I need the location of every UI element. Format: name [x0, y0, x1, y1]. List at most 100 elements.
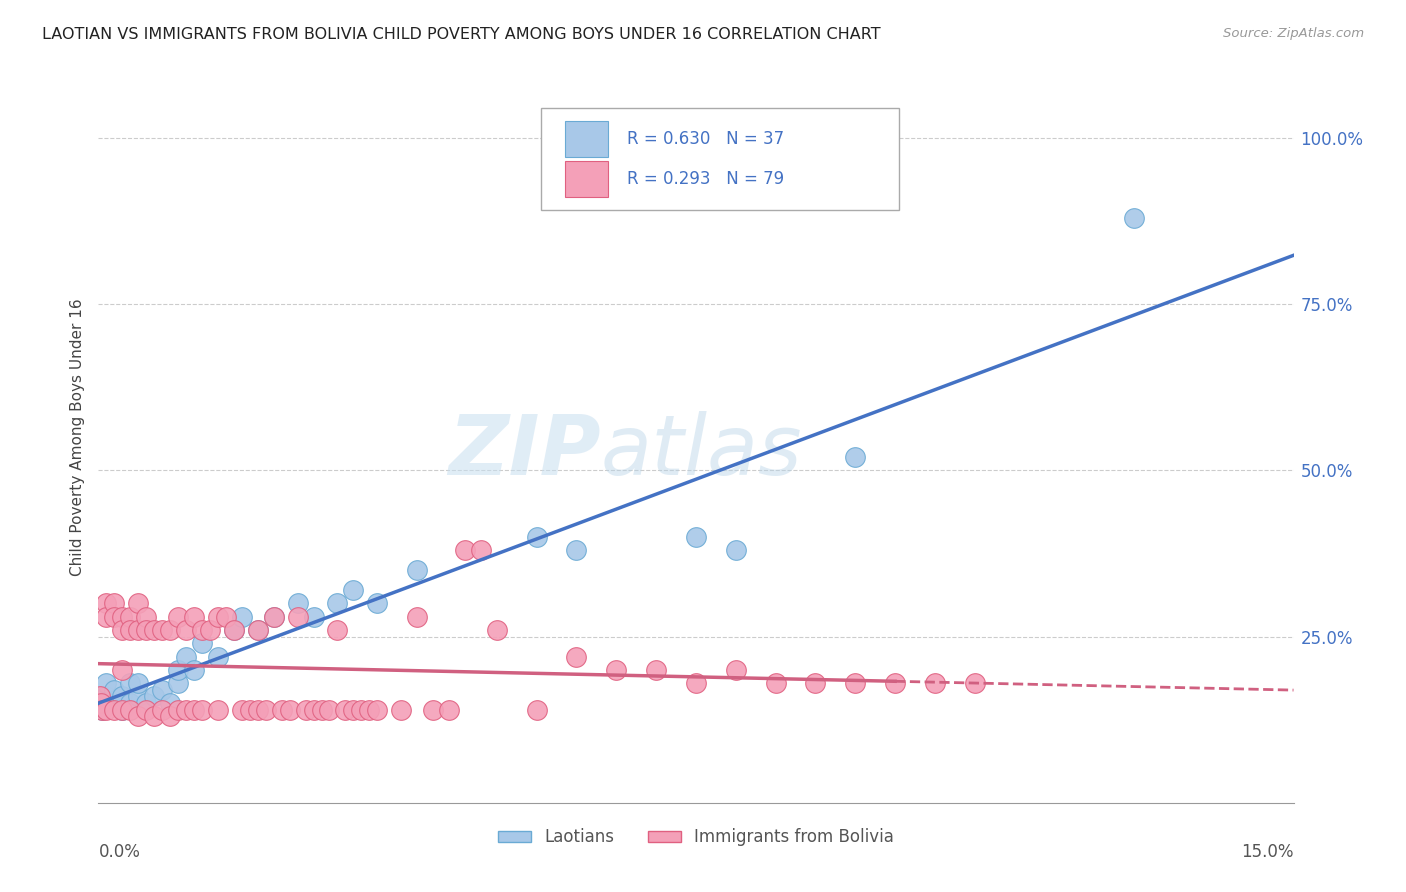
- Point: [111, 663, 134, 677]
- Point: [120, 696, 142, 710]
- Point: [103, 682, 125, 697]
- Point: [359, 703, 381, 717]
- Point: [526, 703, 548, 717]
- Point: [884, 676, 907, 690]
- Point: [645, 663, 668, 677]
- Point: [963, 676, 986, 690]
- Point: [287, 596, 309, 610]
- Text: R = 0.630   N = 37: R = 0.630 N = 37: [627, 130, 783, 148]
- Point: [207, 649, 229, 664]
- Point: [191, 623, 214, 637]
- Point: [159, 709, 181, 723]
- Point: [150, 703, 173, 717]
- Point: [470, 543, 492, 558]
- Point: [127, 690, 149, 704]
- Y-axis label: Child Poverty Among Boys Under 16: Child Poverty Among Boys Under 16: [69, 298, 84, 576]
- Point: [302, 703, 325, 717]
- Point: [90, 696, 112, 710]
- Point: [406, 609, 429, 624]
- Point: [565, 543, 588, 558]
- Point: [183, 609, 205, 624]
- Point: [127, 596, 149, 610]
- Point: [605, 663, 627, 677]
- Point: [167, 663, 190, 677]
- Point: [246, 703, 269, 717]
- Point: [174, 623, 197, 637]
- Legend: Laotians, Immigrants from Bolivia: Laotians, Immigrants from Bolivia: [491, 822, 901, 853]
- Point: [183, 663, 205, 677]
- Point: [167, 609, 190, 624]
- Point: [135, 609, 157, 624]
- Point: [120, 703, 142, 717]
- Point: [174, 703, 197, 717]
- Point: [485, 623, 508, 637]
- Point: [120, 609, 142, 624]
- Point: [143, 623, 166, 637]
- Point: [278, 703, 301, 717]
- Point: [270, 703, 292, 717]
- Point: [422, 703, 444, 717]
- Text: 15.0%: 15.0%: [1241, 843, 1294, 861]
- Point: [207, 703, 229, 717]
- Point: [91, 703, 114, 717]
- Point: [111, 703, 134, 717]
- Point: [215, 609, 238, 624]
- Point: [111, 703, 134, 717]
- Point: [127, 709, 149, 723]
- Point: [406, 563, 429, 577]
- Point: [150, 623, 173, 637]
- Point: [685, 530, 707, 544]
- Text: Source: ZipAtlas.com: Source: ZipAtlas.com: [1223, 27, 1364, 40]
- Point: [389, 703, 412, 717]
- Point: [844, 676, 866, 690]
- Point: [183, 703, 205, 717]
- Point: [1123, 211, 1146, 225]
- Point: [191, 636, 214, 650]
- Point: [804, 676, 827, 690]
- Point: [91, 703, 114, 717]
- Point: [103, 609, 125, 624]
- Point: [103, 596, 125, 610]
- Point: [127, 623, 149, 637]
- Point: [765, 676, 787, 690]
- Point: [150, 682, 173, 697]
- Point: [326, 596, 349, 610]
- Text: atlas: atlas: [600, 411, 801, 492]
- Point: [724, 543, 747, 558]
- Point: [96, 609, 118, 624]
- Text: LAOTIAN VS IMMIGRANTS FROM BOLIVIA CHILD POVERTY AMONG BOYS UNDER 16 CORRELATION: LAOTIAN VS IMMIGRANTS FROM BOLIVIA CHILD…: [42, 27, 880, 42]
- Point: [120, 676, 142, 690]
- Point: [526, 530, 548, 544]
- Point: [207, 609, 229, 624]
- Point: [120, 623, 142, 637]
- Point: [263, 609, 285, 624]
- Point: [437, 703, 460, 717]
- Point: [454, 543, 477, 558]
- Point: [89, 690, 111, 704]
- Text: R = 0.293   N = 79: R = 0.293 N = 79: [627, 170, 783, 188]
- Point: [263, 609, 285, 624]
- Point: [231, 703, 253, 717]
- Point: [167, 703, 190, 717]
- Point: [231, 609, 253, 624]
- Point: [294, 703, 316, 717]
- Point: [326, 623, 349, 637]
- Point: [685, 676, 707, 690]
- Point: [96, 690, 118, 704]
- Text: ZIP: ZIP: [447, 411, 600, 492]
- Point: [159, 623, 181, 637]
- Point: [198, 623, 221, 637]
- Point: [103, 703, 125, 717]
- Point: [350, 703, 373, 717]
- Point: [135, 696, 157, 710]
- Point: [111, 690, 134, 704]
- Point: [311, 703, 333, 717]
- FancyBboxPatch shape: [541, 108, 900, 211]
- Point: [159, 696, 181, 710]
- Point: [366, 596, 388, 610]
- Point: [342, 703, 364, 717]
- Point: [111, 623, 134, 637]
- Point: [844, 450, 866, 464]
- Point: [366, 703, 388, 717]
- Point: [111, 609, 134, 624]
